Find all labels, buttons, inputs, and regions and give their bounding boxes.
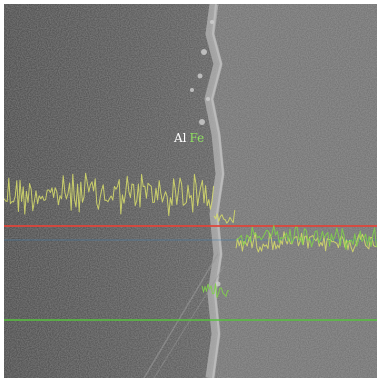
line-scan-traces bbox=[4, 172, 377, 298]
trace-a-left bbox=[4, 172, 215, 217]
micrograph: Al Fe bbox=[4, 4, 377, 378]
element-a-label: Al bbox=[173, 131, 187, 145]
element-label: Al Fe bbox=[173, 131, 204, 145]
trace-a-transition bbox=[213, 209, 236, 224]
trace-b-right bbox=[235, 225, 377, 250]
trace-a-right bbox=[235, 231, 377, 253]
trace-b-boundary bbox=[201, 283, 229, 298]
micrograph-frame: Al Fe bbox=[4, 4, 377, 378]
element-b-label: Fe bbox=[190, 131, 205, 145]
grain-texture bbox=[4, 4, 377, 378]
